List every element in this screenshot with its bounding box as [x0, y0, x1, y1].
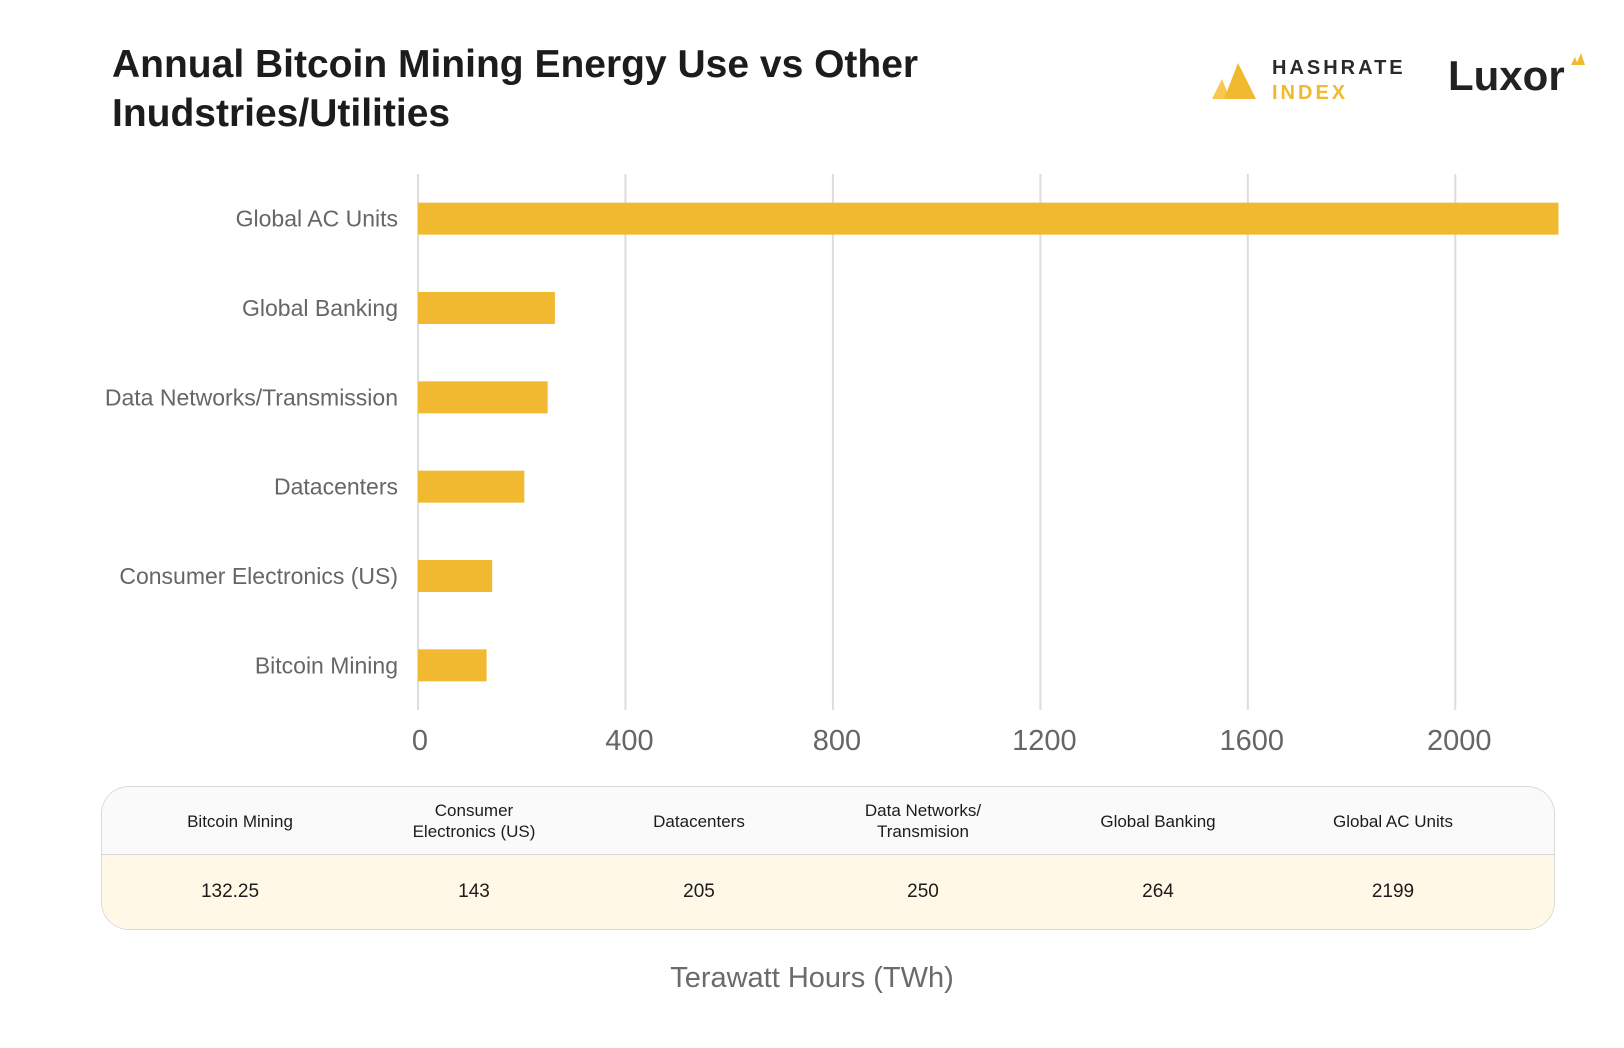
- data-table-value-row: 132.25 143 205 250 264 2199: [102, 855, 1554, 929]
- category-label: Global Banking: [242, 295, 398, 321]
- bar-global-banking: [418, 292, 555, 324]
- table-header-text: Electronics (US): [412, 822, 536, 841]
- chart-category-labels: Global AC Units Global Banking Data Networ…: [105, 206, 398, 679]
- table-value-cell: 132.25: [200, 881, 260, 902]
- chart-title-line-2: Inudstries/Utilities: [112, 92, 451, 135]
- table-header-cell: Global AC Units: [1293, 799, 1493, 843]
- x-axis-label: Terawatt Hours (TWh): [670, 962, 954, 994]
- table-header-text: Consumer: [434, 801, 514, 820]
- luxor-logo-icon: [1571, 53, 1585, 65]
- table-value-cell: 143: [458, 881, 490, 902]
- hashrate-index-logo-icon: [1212, 63, 1256, 99]
- x-tick-label-1600: 1600: [1220, 725, 1285, 757]
- table-header-text: Datacenters: [653, 811, 745, 831]
- index-logo-word: INDEX: [1272, 82, 1349, 104]
- category-label: Consumer Electronics (US): [119, 563, 398, 589]
- bar-consumer-electronics-us: [418, 560, 493, 592]
- table-header-cell: Data Networks/Transmision: [823, 799, 1023, 843]
- hashrate-logo-word: HASHRATE: [1272, 57, 1406, 79]
- chart-title: Annual Bitcoin Mining Energy Use vs Othe…: [112, 40, 1012, 138]
- table-header-text: Transmision: [877, 822, 969, 841]
- table-header-text: Global Banking: [1100, 811, 1216, 831]
- data-table-header-row: Bitcoin Mining Consumer Electronics (US) Da…: [102, 787, 1554, 855]
- bar-datacenters: [418, 470, 525, 503]
- table-value-cell: 205: [683, 881, 715, 902]
- x-tick-label-2000: 2000: [1427, 725, 1492, 757]
- bar-chart: Global AC Units Global Banking Data Networ…: [105, 174, 1559, 757]
- bar-global-ac-units: [418, 202, 1559, 235]
- x-tick-label-0: 0: [412, 725, 428, 757]
- table-header-cell: Datacenters: [599, 799, 799, 843]
- table-header-cell: Bitcoin Mining: [140, 799, 340, 843]
- data-table: Bitcoin Mining Consumer Electronics (US) Da…: [101, 786, 1555, 930]
- luxor-logo: Luxor: [1448, 52, 1588, 108]
- chart-bars: [418, 202, 1559, 682]
- table-value-cell: 264: [1142, 881, 1174, 902]
- bar-data-networks-transmission: [418, 381, 548, 414]
- bar-bitcoin-mining: [418, 649, 487, 682]
- table-value-cell: 2199: [1371, 881, 1415, 902]
- category-label: Bitcoin Mining: [255, 652, 398, 678]
- table-header-cell: Global Banking: [1058, 799, 1258, 843]
- category-label: Datacenters: [274, 474, 398, 500]
- table-header-text: Bitcoin Mining: [187, 811, 293, 831]
- table-header-text: Global AC Units: [1333, 811, 1453, 831]
- chart-title-line-1: Annual Bitcoin Mining Energy Use vs Othe…: [112, 43, 919, 86]
- table-header-text: Data Networks/: [864, 801, 982, 820]
- chart-gridlines: [417, 174, 1457, 710]
- luxor-logo-word: Luxor: [1448, 52, 1565, 99]
- table-value-cell: 250: [907, 881, 939, 902]
- category-label: Global AC Units: [236, 206, 398, 232]
- x-tick-label-1200: 1200: [1012, 725, 1077, 757]
- category-label: Data Networks/Transmission: [105, 384, 398, 410]
- chart-x-tick-labels: 0 400 800 1200 1600 2000: [412, 725, 1492, 757]
- hashrate-index-logo: HASHRATE INDEX: [1210, 55, 1410, 107]
- x-tick-label-800: 800: [813, 725, 861, 757]
- table-header-cell: Consumer Electronics (US): [374, 799, 574, 843]
- x-tick-label-400: 400: [605, 725, 653, 757]
